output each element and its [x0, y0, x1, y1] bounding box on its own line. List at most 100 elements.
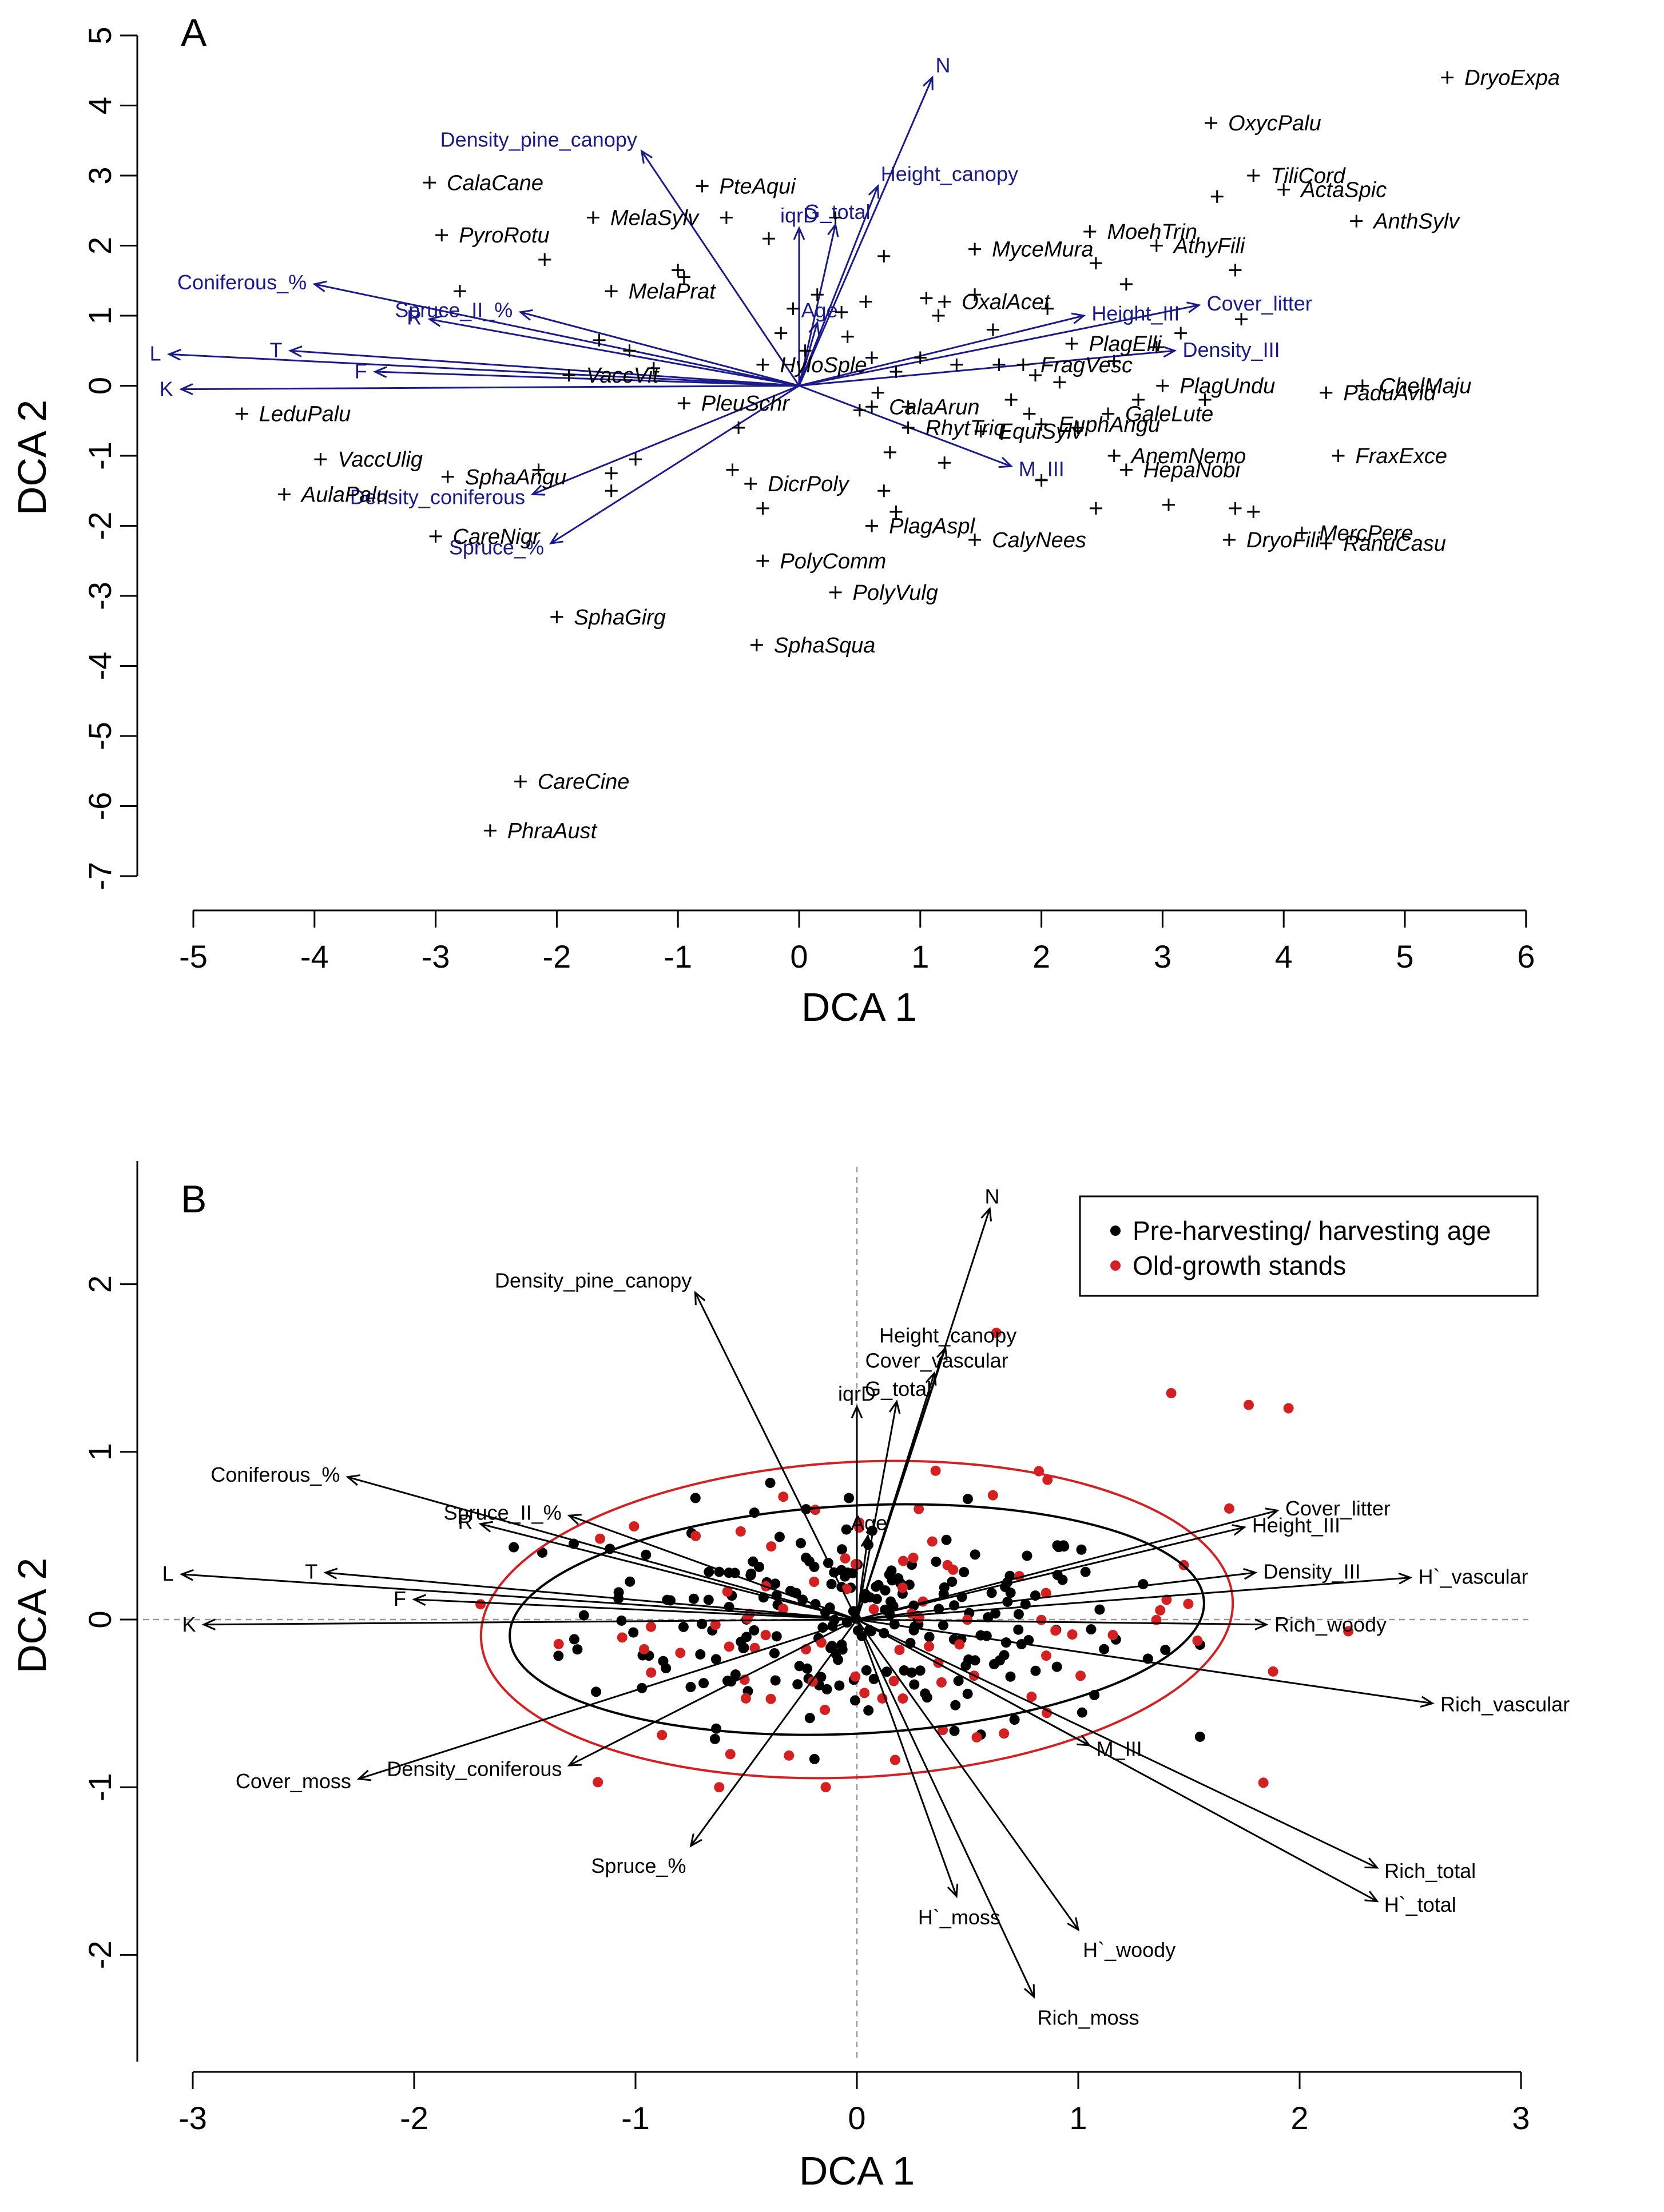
- b-xtick-label-3: 0: [848, 2100, 865, 2136]
- b-xtick-label-0: -3: [178, 2100, 207, 2136]
- b-site-pre-harvesting: [990, 1608, 1000, 1619]
- a-species-point: [593, 333, 606, 347]
- b-site-pre-harvesting: [938, 1620, 948, 1631]
- a-ytick-label-1: 4: [82, 97, 118, 114]
- b-vector-iqrd: [851, 1404, 863, 1620]
- a-species-label-pteaqui: PteAqui: [720, 174, 797, 198]
- a-species-point: [787, 302, 800, 315]
- panel-a-label: A: [181, 11, 207, 54]
- a-species-point: [1162, 498, 1175, 511]
- b-site-old-growth: [593, 1777, 603, 1788]
- b-site-old-growth: [809, 1576, 820, 1587]
- a-species-point-ranucasu: [1320, 537, 1333, 550]
- b-site-pre-harvesting: [816, 1672, 827, 1682]
- b-site-pre-harvesting: [1099, 1644, 1110, 1654]
- b-site-pre-harvesting: [962, 1688, 973, 1699]
- b-site-pre-harvesting: [884, 1569, 895, 1580]
- a-xtick-label-8: 3: [1154, 938, 1171, 974]
- a-species-point: [1229, 264, 1242, 277]
- a-species-label-equisylv: EquiSylv: [998, 420, 1084, 444]
- b-site-pre-harvesting: [553, 1650, 564, 1661]
- a-species-point-dryofili: [1222, 534, 1236, 546]
- a-species-label-melasylv: MelaSylv: [610, 206, 700, 230]
- a-ytick-label-8: -3: [82, 582, 118, 610]
- a-species-point-hepanobi: [1119, 463, 1133, 476]
- a-species-point: [1132, 393, 1145, 406]
- a-vector-iqrd: [793, 226, 805, 386]
- a-species-point: [1089, 502, 1102, 515]
- b-site-pre-harvesting: [970, 1549, 980, 1560]
- b-site-old-growth: [1041, 1650, 1052, 1661]
- b-site-old-growth: [646, 1621, 657, 1632]
- a-species-label-plagelli: PlagElli: [1089, 332, 1162, 356]
- a-species-point-dryoexpa: [1441, 71, 1454, 84]
- panel-a-vectors: N Density_pine_canopy Height_canopy G_total…: [150, 54, 1312, 559]
- b-xtick-label-1: -2: [400, 2100, 428, 2136]
- b-site-pre-harvesting: [688, 1593, 699, 1604]
- a-species-point: [938, 456, 951, 470]
- b-vector-label-coniferous: Coniferous_%: [211, 1463, 340, 1486]
- a-ytick-label-3: 2: [82, 237, 118, 254]
- b-vector-density-coniferous: [567, 1618, 857, 1767]
- a-species-point: [629, 453, 642, 466]
- b-site-pre-harvesting: [613, 1587, 624, 1598]
- a-vector-coniferous: [312, 280, 800, 387]
- a-species-point: [799, 344, 812, 357]
- legend: Pre-harvesting/ harvesting age Old-growt…: [1079, 1195, 1539, 1297]
- b-site-pre-harvesting: [1000, 1637, 1011, 1648]
- a-species-point-hylosple: [756, 358, 769, 371]
- a-species-label-anemnemo: AnemNemo: [1130, 444, 1246, 468]
- a-species-point: [726, 463, 739, 476]
- b-vector-label-rich-total: Rich_total: [1384, 1859, 1476, 1883]
- b-site-pre-harvesting: [745, 1570, 756, 1581]
- a-species-point-ledupalu: [235, 407, 248, 420]
- a-species-point: [877, 249, 891, 262]
- a-vector-r: [427, 315, 800, 387]
- b-site-old-growth: [942, 1559, 953, 1570]
- b-site-pre-harvesting: [999, 1650, 1010, 1661]
- b-vector-label-age: Age: [851, 1511, 887, 1535]
- b-vector-g-total: [856, 1399, 901, 1620]
- b-ytick-label-4: -2: [82, 1941, 118, 1970]
- a-species-point: [968, 288, 982, 301]
- a-ytick-label-9: -4: [82, 652, 118, 681]
- a-ytick-label-0: 5: [82, 26, 118, 44]
- b-site-pre-harvesting: [934, 1604, 944, 1614]
- a-xtick-label-4: -1: [664, 938, 692, 974]
- a-species-point: [871, 386, 884, 399]
- a-species-point-moehtrin: [1083, 225, 1097, 238]
- b-vector-label-density-iii: Density_III: [1264, 1559, 1361, 1583]
- a-species-point: [1023, 407, 1036, 420]
- b-site-pre-harvesting: [871, 1594, 882, 1605]
- a-vector-density-iii: [799, 345, 1177, 387]
- a-species-point: [1174, 327, 1188, 340]
- a-vector-age: [798, 320, 820, 386]
- a-species-label-dicrpoly: DicrPoly: [768, 472, 849, 496]
- a-species-point-pleuschr: [677, 397, 690, 410]
- a-species-point-oxalacet: [938, 295, 951, 308]
- b-site-pre-harvesting: [709, 1733, 720, 1744]
- b-site-pre-harvesting: [695, 1649, 706, 1660]
- a-xtick-label-9: 4: [1275, 938, 1293, 974]
- b-vector-label-h-moss: H`_moss: [918, 1905, 1000, 1929]
- a-vector-height-canopy: [798, 184, 880, 387]
- a-species-label-phraaust: PhraAust: [507, 819, 598, 843]
- b-vector-h-woody: [856, 1619, 1080, 1932]
- b-site-pre-harvesting: [826, 1578, 837, 1589]
- a-species-label-aulapalu: AulaPalu: [300, 483, 388, 507]
- b-ytick-label-2: 0: [82, 1610, 118, 1628]
- a-species-point: [841, 330, 854, 343]
- b-site-pre-harvesting: [861, 1665, 872, 1676]
- b-site-pre-harvesting: [710, 1654, 721, 1665]
- b-site-pre-harvesting: [794, 1661, 805, 1672]
- b-vector-label-rich-woody: Rich_woody: [1274, 1613, 1387, 1636]
- b-site-old-growth: [778, 1491, 789, 1502]
- b-vector-label-h-total: H`_total: [1384, 1893, 1456, 1916]
- panel-b-vectors: N Density_pine_canopy Height_canopyCover_v…: [162, 1184, 1570, 2029]
- b-site-pre-harvesting: [834, 1680, 845, 1691]
- a-vector-label-g-total: G_total: [804, 200, 871, 224]
- a-species-point: [623, 344, 636, 357]
- a-species-point: [647, 361, 660, 375]
- a-species-label-hepanobi: HepaNobi: [1143, 459, 1241, 483]
- a-species-point: [889, 506, 903, 518]
